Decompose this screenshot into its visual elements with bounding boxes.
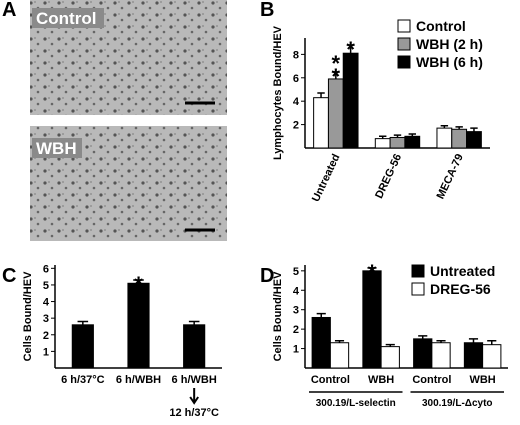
bar [482, 344, 502, 369]
significance: * [134, 272, 143, 297]
bar [466, 131, 482, 149]
significance: * * [332, 51, 341, 89]
x-tick-label: Untreated [310, 152, 343, 204]
x-sublabel: 12 h/37°C [169, 407, 219, 419]
y-tick-label: 6 [43, 263, 49, 275]
y-axis-label: Cells Bound/HEV [22, 271, 34, 362]
legend-label: DREG-56 [430, 281, 491, 297]
y-tick-label: 2 [293, 324, 299, 336]
x-tick-label: DREG-56 [373, 152, 404, 200]
error-bar [436, 340, 446, 343]
bar [311, 316, 331, 369]
x-tick-label: 6 h/WBH [172, 374, 217, 386]
micrograph-label: WBH [36, 139, 77, 158]
x-tick-label: 6 h/WBH [116, 374, 161, 386]
panel-label: A [2, 0, 16, 21]
bar [431, 342, 451, 369]
y-tick-label: 1 [293, 344, 299, 356]
bar [380, 346, 400, 369]
bar [327, 78, 344, 149]
bar [463, 342, 484, 369]
error-bar [77, 320, 89, 325]
error-bar [418, 335, 428, 339]
significance: * [368, 260, 377, 285]
legend-label: WBH (6 h) [416, 54, 483, 70]
error-bar [332, 71, 340, 79]
error-bar [133, 279, 144, 284]
x-tick-label: MECA-79 [435, 152, 466, 201]
y-tick-label: 1 [43, 346, 49, 358]
arrow [189, 388, 199, 405]
y-tick-label: 5 [293, 266, 299, 278]
legend-swatch [411, 282, 425, 296]
y-tick-label: 4 [293, 285, 300, 297]
y-tick-label: 8 [293, 49, 299, 61]
bar [342, 52, 359, 149]
y-tick-label: 4 [43, 297, 50, 309]
bar [413, 338, 433, 369]
x-tick-label: WBH [469, 374, 495, 386]
error-bar [346, 44, 355, 54]
y-tick-label: 2 [43, 330, 49, 342]
error-bar [317, 92, 325, 98]
error-bar [487, 340, 497, 345]
error-bar [334, 340, 345, 343]
bar [374, 138, 391, 149]
error-bar [440, 125, 449, 129]
bar [362, 270, 382, 369]
label-bg [32, 8, 104, 28]
error-bar [455, 126, 463, 130]
bar [183, 324, 206, 369]
error-bar [470, 127, 478, 132]
y-axis-label: Lymphocytes Bound/HEV [272, 25, 284, 160]
panel-label: B [260, 0, 274, 21]
error-bar [408, 133, 416, 137]
x-tick-label: WBH [368, 374, 394, 386]
y-axis-label: Cells Bound/HEV [272, 271, 284, 362]
legend-swatch [397, 19, 411, 33]
bar [71, 324, 94, 369]
legend-swatch [411, 264, 425, 278]
error-bar [393, 134, 402, 138]
y-tick-label: 3 [43, 313, 49, 325]
error-bar [379, 135, 387, 139]
group-label: 300.19/L-selectin [316, 398, 396, 409]
panel-label: D [260, 265, 274, 287]
legend-swatch [397, 55, 411, 69]
error-bar [316, 312, 326, 318]
y-tick-label: 3 [293, 305, 299, 317]
y-tick-label: 2 [293, 120, 299, 132]
x-tick-label: 6 h/37°C [61, 374, 105, 386]
error-bar [385, 343, 395, 347]
y-tick-label: 6 [293, 73, 299, 85]
group-label: 300.19/L-Δcyto [422, 398, 493, 409]
bar [389, 136, 406, 149]
legend-label: Control [416, 18, 466, 34]
legend-swatch [397, 37, 411, 51]
micrograph-label: Control [36, 9, 96, 28]
bar [313, 97, 329, 149]
bar [451, 128, 468, 149]
y-tick-label: 4 [293, 96, 300, 108]
label-bg [32, 138, 82, 158]
bar [404, 135, 421, 149]
x-tick-label: Control [412, 374, 451, 386]
panel-label: C [2, 265, 16, 287]
bar [329, 342, 350, 369]
error-bar [367, 267, 377, 271]
error-bar [468, 338, 479, 343]
error-bar [188, 320, 200, 325]
bar [436, 127, 453, 149]
legend-label: WBH (2 h) [416, 36, 483, 52]
legend-label: Untreated [430, 263, 495, 279]
significance: * [346, 37, 355, 62]
x-tick-label: Control [311, 374, 350, 386]
y-tick-label: 5 [43, 280, 49, 292]
